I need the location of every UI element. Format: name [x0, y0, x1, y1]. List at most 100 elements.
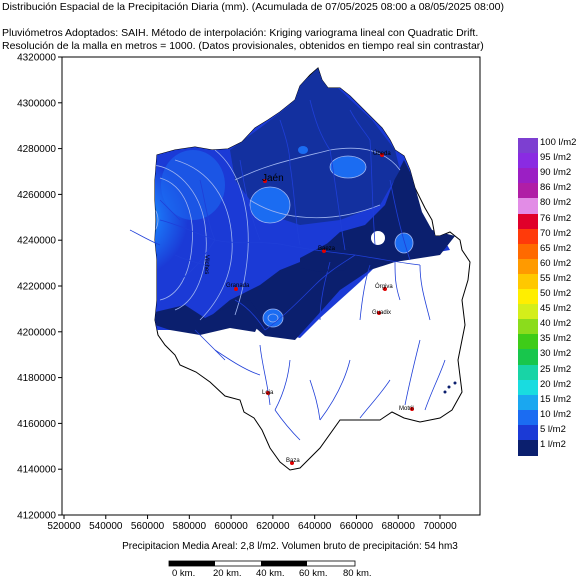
legend-swatch [518, 258, 538, 275]
y-tick-label: 4140000 [17, 465, 56, 476]
city-baeza: Baeza [318, 246, 336, 253]
legend-label: 10 l/m2 [540, 408, 572, 420]
city-orgiva: Baza [286, 458, 300, 465]
legend-swatch [518, 153, 538, 169]
city-label-jaen: Jaén [262, 173, 284, 184]
scale-label-20: 20 km. [213, 568, 242, 579]
scale-label-40: 40 km. [256, 568, 285, 579]
legend-label: 55 l/m2 [540, 272, 572, 284]
legend-label: 45 l/m2 [540, 303, 572, 315]
x-tick-label: 540000 [89, 521, 123, 532]
city-label-vilches: Vilches [203, 255, 209, 274]
city-loja: Loja [262, 390, 274, 396]
scale-label-0: 0 km. [172, 568, 196, 579]
city-motril: Motril [399, 406, 414, 412]
legend-swatch [518, 228, 538, 245]
legend-swatch [518, 213, 538, 230]
x-axis: 520000 540000 560000 580000 600000 620000 6400… [47, 515, 457, 532]
legend-swatch [518, 319, 538, 335]
city-vilches: Vilches [203, 255, 209, 274]
city-label-ubeda: Úbeda [373, 150, 391, 157]
city-markers: Jaén Úbeda Baeza Vilches Granada Órgiva … [203, 150, 414, 465]
legend-label: 25 l/m2 [540, 363, 572, 375]
legend-swatch [518, 424, 538, 441]
legend-swatch [518, 394, 538, 411]
legend-swatch [518, 168, 538, 184]
y-tick-label: 4180000 [17, 373, 56, 384]
legend-label: 5 l/m2 [540, 423, 566, 435]
legend-label: 95 l/m2 [540, 152, 572, 164]
x-tick-label: 580000 [173, 521, 207, 532]
city-label-guadix: Órgiva [375, 283, 393, 290]
city-guadix: Órgiva [375, 283, 393, 291]
legend-label: 65 l/m2 [540, 242, 572, 254]
y-tick-label: 4120000 [17, 511, 56, 522]
y-tick-label: 4300000 [17, 98, 56, 109]
legend-label: 20 l/m2 [540, 378, 572, 390]
city-label-motril: Motril [399, 406, 414, 412]
city-label-granada: Granada [226, 283, 250, 289]
legend-label: 86 l/m2 [540, 182, 572, 194]
legend-swatch [518, 409, 538, 426]
y-tick-label: 4320000 [17, 53, 56, 64]
legend-label: 50 l/m2 [540, 288, 572, 299]
legend-swatch [518, 334, 538, 350]
precipitation-fill [155, 68, 455, 340]
y-tick-label: 4220000 [17, 282, 56, 293]
x-tick-label: 600000 [214, 521, 248, 532]
x-tick-label: 620000 [256, 521, 290, 532]
reservoir-markers [324, 268, 457, 394]
legend-label: 60 l/m2 [540, 257, 572, 269]
city-label-baeza: Baeza [318, 246, 336, 252]
legend-swatch [518, 304, 538, 320]
legend-label: 35 l/m2 [540, 333, 572, 345]
y-tick-label: 4200000 [17, 327, 56, 338]
legend-swatch [518, 379, 538, 396]
legend-label: 40 l/m2 [540, 318, 572, 330]
legend-swatch [518, 289, 538, 305]
map-title: Distribución Espacial de la Precipitació… [2, 1, 504, 13]
legend-label: 90 l/m2 [540, 167, 572, 179]
legend-label: 100 l/m2 [540, 137, 577, 148]
x-tick-label: 700000 [423, 521, 457, 532]
method-note: Pluviómetros Adoptados: SAIH. Método de … [2, 27, 479, 39]
legend-label: 80 l/m2 [540, 197, 572, 209]
y-axis: 4320000 4300000 4280000 4260000 4240000 42200… [17, 53, 62, 522]
legend-label: 30 l/m2 [540, 348, 572, 360]
areal-summary: Precipitacion Media Areal: 2,8 l/m2. Vol… [122, 541, 458, 552]
city-baza: Guadix [372, 310, 391, 316]
x-tick-label: 640000 [298, 521, 332, 532]
city-ubeda: Úbeda [373, 150, 391, 157]
scale-label-80: 80 km. [343, 568, 372, 579]
scale-bar [168, 560, 356, 567]
legend-label: 1 l/m2 [540, 439, 566, 450]
scale-label-60: 60 km. [299, 568, 328, 579]
legend-swatch [518, 349, 538, 365]
legend-swatch [518, 364, 538, 381]
legend-swatch [518, 440, 538, 456]
x-tick-label: 520000 [47, 521, 81, 532]
y-tick-label: 4260000 [17, 190, 56, 201]
legend-swatch [518, 138, 538, 154]
legend-label: 70 l/m2 [540, 227, 572, 239]
city-jaen: Jaén [262, 173, 284, 184]
legend-label: 15 l/m2 [540, 393, 572, 405]
city-label-loja: Loja [262, 390, 274, 396]
legend-swatch [518, 243, 538, 260]
legend-label: 76 l/m2 [540, 212, 572, 224]
legend-swatch [518, 273, 538, 290]
resolution-note: Resolución de la malla en metros = 1000.… [2, 40, 484, 52]
legend-swatch [518, 183, 538, 199]
x-tick-label: 660000 [340, 521, 374, 532]
x-tick-label: 680000 [382, 521, 416, 532]
city-label-orgiva: Baza [286, 458, 300, 464]
legend-swatch [518, 198, 538, 214]
city-label-baza: Guadix [372, 310, 391, 316]
y-tick-label: 4160000 [17, 419, 56, 430]
river-network [129, 99, 446, 441]
y-tick-label: 4240000 [17, 236, 56, 247]
x-tick-label: 560000 [131, 521, 165, 532]
city-granada: Granada [226, 283, 250, 291]
y-tick-label: 4280000 [17, 144, 56, 155]
